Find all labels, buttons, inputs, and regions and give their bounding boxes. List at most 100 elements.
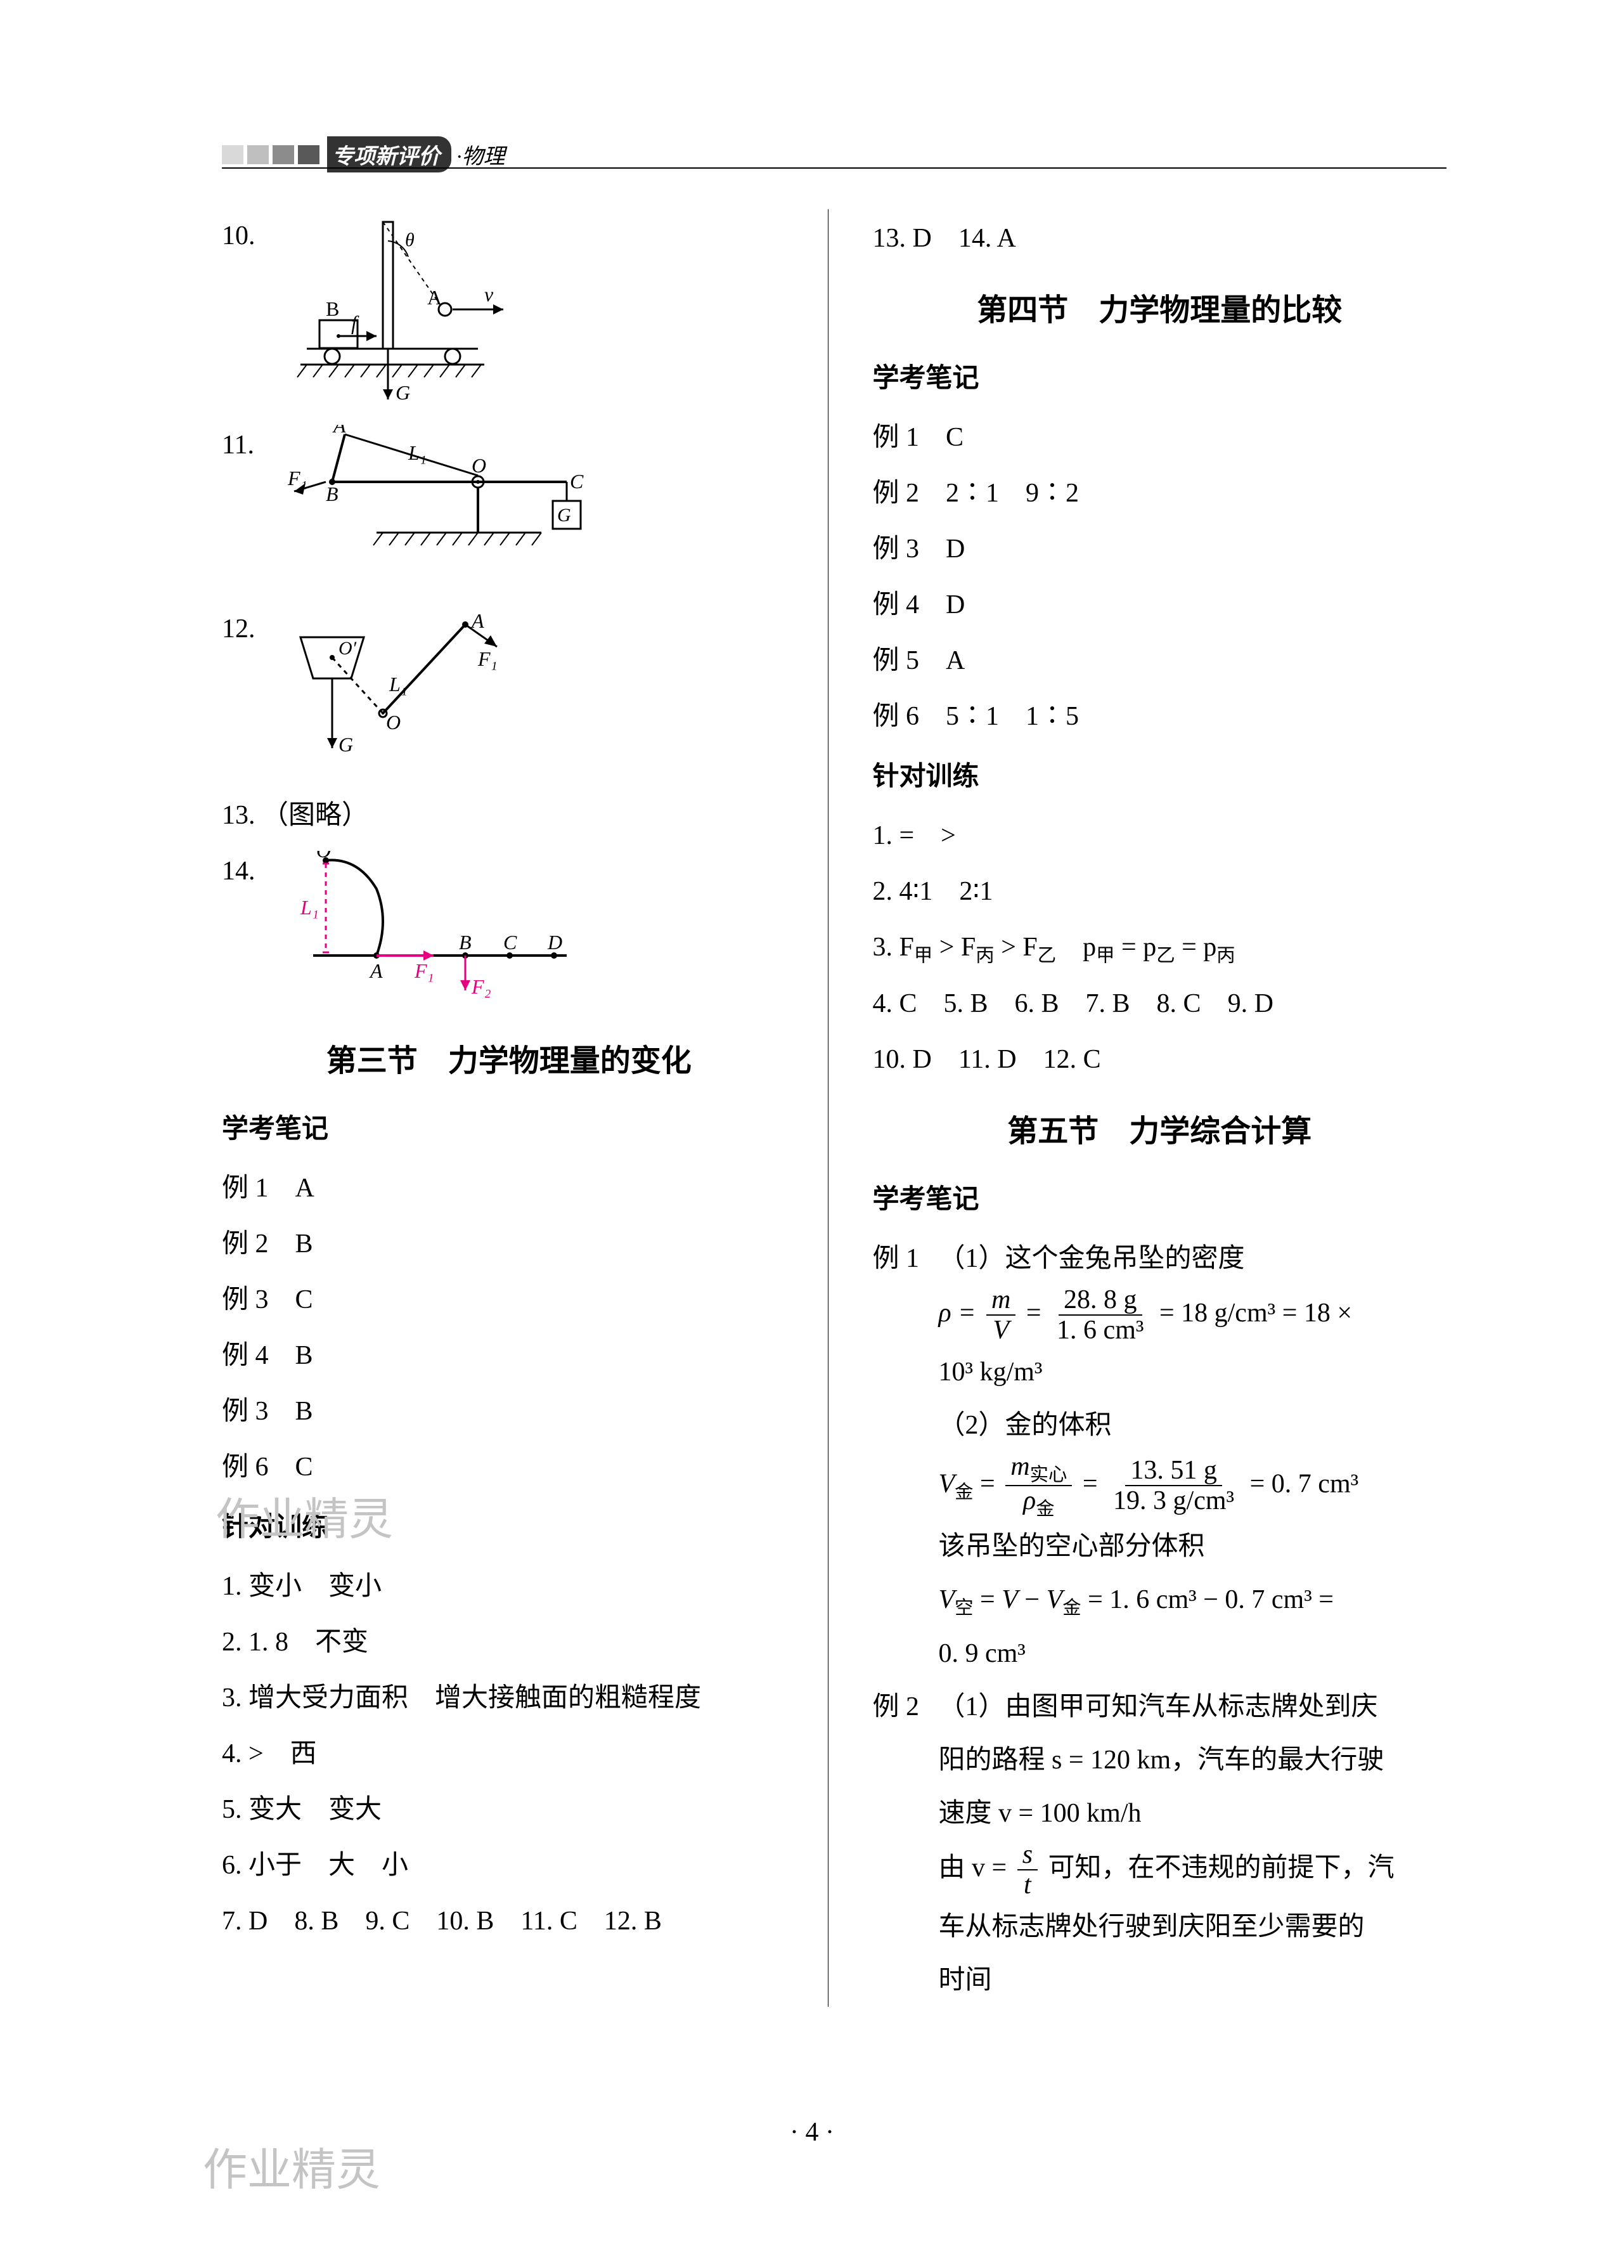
s4bsub: 金 (1062, 1598, 1081, 1618)
l-ex6: 例 6 C (222, 1441, 796, 1494)
s5ex1-4d: 0. 9 cm³ (939, 1627, 1447, 1680)
practice-title-l: 针对训练 (222, 1500, 796, 1553)
frac-mv: m V (986, 1285, 1015, 1345)
watermark-2: 作业精灵 (203, 2134, 380, 2198)
q10-row: 10. θ A v B (222, 209, 796, 418)
d12-op: O′ (338, 638, 357, 659)
frac1-num: m (986, 1285, 1015, 1316)
q11-diagram: A B F₁ L₁ O C (288, 425, 643, 590)
d11-a: A (332, 425, 346, 437)
notes-title-r2: 学考笔记 (873, 1172, 1447, 1226)
l-p3: 3. 增大受力面积 增大接触面的粗糙程度 (222, 1671, 796, 1725)
p3-f: = p (1175, 933, 1217, 962)
section5-title: 第五节 力学综合计算 (873, 1101, 1447, 1162)
q10-num: 10. (222, 209, 273, 262)
s5ex2-6: 时间 (939, 1954, 1447, 2007)
block-3 (273, 145, 294, 164)
d14-f1: F₁ (414, 959, 434, 982)
q12-num: 12. (222, 602, 273, 656)
s5ex1-body: （1）这个金兔吊坠的密度 ρ = m V = 28. 8 g 1. 6 cm³ … (939, 1232, 1447, 1680)
l-ex3: 例 3 C (222, 1273, 796, 1326)
p3-e: = p (1115, 933, 1157, 962)
vkong: V (939, 1585, 955, 1614)
frac2-num: 28. 8 g (1059, 1285, 1142, 1316)
q14-diagram: O L₁ A B C D (288, 851, 592, 1003)
p3-a: 3. F (873, 933, 914, 962)
p3-sub3: 乙 (1038, 945, 1056, 966)
vjin-sub: 金 (955, 1482, 973, 1502)
d11-f1: F₁ (288, 467, 307, 489)
p3-sub6: 丙 (1216, 945, 1235, 966)
frac4: 13. 51 g 19. 3 g/cm³ (1108, 1456, 1239, 1515)
vres: = 0. 7 cm³ (1250, 1469, 1359, 1498)
l-ex5: 例 3 B (222, 1385, 796, 1438)
s5ex1-label: 例 1 (873, 1232, 924, 1285)
s5ex2-4: 由 v = s t 可知，在不违规的前提下，汽 (939, 1840, 1447, 1900)
d12-f1: F₁ (477, 647, 498, 670)
f3ns: 实心 (1030, 1465, 1067, 1485)
g-label: G (396, 381, 410, 404)
l-p4: 4. > 西 (222, 1727, 796, 1780)
notes-title-r: 学考笔记 (873, 351, 1447, 405)
r-ex2: 例 2 2∶1 9∶2 (873, 467, 1447, 520)
d12-o: O (386, 711, 401, 734)
s5ex1-1: （1）这个金兔吊坠的密度 (939, 1232, 1447, 1285)
d14-l1: L₁ (300, 896, 319, 919)
notes-title-l: 学考笔记 (222, 1102, 796, 1155)
s5ex1-eq1: ρ = m V = 28. 8 g 1. 6 cm³ = 18 g/cm³ = … (939, 1285, 1447, 1345)
theta-label: θ (405, 230, 415, 250)
res1: = 18 g/cm³ = 18 × (1159, 1299, 1352, 1328)
v-label: v (484, 283, 494, 306)
s5-ex1: 例 1 （1）这个金兔吊坠的密度 ρ = m V = 28. 8 g 1. 6 … (873, 1232, 1447, 1680)
vjin: V (939, 1469, 955, 1498)
frac4-num: 13. 51 g (1125, 1456, 1222, 1486)
s5-ex2: 例 2 （1）由图甲可知汽车从标志牌处到庆 阳的路程 s = 120 km，汽车… (873, 1680, 1447, 2006)
q14-num: 14. (222, 845, 273, 898)
veq: = (980, 1469, 1002, 1498)
s5ex2-4a: 由 v = (939, 1853, 1014, 1882)
page-container: 专项新评价 ·物理 10. θ A (0, 0, 1624, 2268)
d11-b: B (326, 483, 338, 505)
s5ex1-eq2: V金 = m实心 ρ金 = 13. 51 g 19. 3 g/cm³ = 0. … (939, 1452, 1447, 1520)
frac3: m实心 ρ金 (1005, 1452, 1072, 1520)
fst-num: s (1017, 1840, 1038, 1870)
rho: ρ = (939, 1299, 983, 1328)
a-label: A (427, 286, 442, 309)
l-p1: 1. 变小 变小 (222, 1560, 796, 1613)
l-p2: 2. 1. 8 不变 (222, 1616, 796, 1669)
l-p7: 7. D 8. B 9. C 10. B 11. C 12. B (222, 1895, 796, 1948)
s5ex2-5: 车从标志牌处行驶到庆阳至少需要的 (939, 1900, 1447, 1954)
r-ex6: 例 6 5∶1 1∶5 (873, 690, 1447, 743)
frac1-den: V (988, 1316, 1014, 1345)
d14-o: O (316, 851, 331, 862)
r-ex4: 例 4 D (873, 578, 1447, 632)
s5ex2-2: 阳的路程 s = 120 km，汽车的最大行驶 (939, 1733, 1447, 1787)
p3-sub2: 丙 (976, 945, 994, 966)
r-line1: 13. D 14. A (873, 212, 1447, 265)
frac3-den: ρ金 (1018, 1486, 1060, 1520)
frac-st: s t (1017, 1840, 1038, 1900)
header-rule (222, 167, 1447, 169)
d14-f2: F₂ (471, 975, 491, 998)
q10-diagram: θ A v B f (288, 216, 554, 406)
left-column: 10. θ A v B (222, 209, 828, 2007)
l-p6: 6. 小于 大 小 (222, 1839, 796, 1892)
vkong-sub: 空 (955, 1598, 973, 1618)
q11-num: 11. (222, 418, 273, 472)
frac3-num: m实心 (1005, 1452, 1072, 1487)
p3-d: p (1056, 933, 1096, 962)
p3-b: > F (932, 933, 976, 962)
d12-l1: L₁ (389, 673, 408, 696)
practice-title-r: 针对训练 (873, 749, 1447, 803)
s5ex2-4b: 可知，在不违规的前提下，汽 (1048, 1853, 1395, 1882)
p3-sub5: 乙 (1156, 945, 1175, 966)
s5ex1-4: V空 = V − V金 = 1. 6 cm³ − 0. 7 cm³ = (939, 1573, 1447, 1627)
header-subject: ·物理 (456, 139, 505, 170)
right-column: 13. D 14. A 第四节 力学物理量的比较 学考笔记 例 1 C 例 2 … (867, 209, 1447, 2007)
frac-val1: 28. 8 g 1. 6 cm³ (1052, 1285, 1149, 1345)
d11-c: C (570, 470, 584, 493)
r-ex3: 例 3 D (873, 522, 1447, 576)
section4-title: 第四节 力学物理量的比较 (873, 280, 1447, 341)
s5ex1-2: （2）金的体积 (939, 1399, 1447, 1452)
s5ex2-1: （1）由图甲可知汽车从标志牌处到庆 (939, 1680, 1447, 1733)
